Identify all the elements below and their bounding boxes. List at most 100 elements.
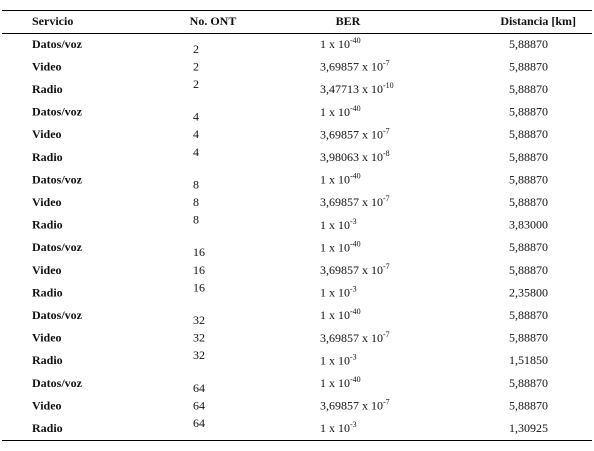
ber-exp: -3 [350, 217, 357, 226]
ber-exp: -10 [383, 81, 394, 90]
ber-base: 1 x 10 [320, 285, 350, 299]
ber-base: 1 x 10 [320, 240, 350, 254]
ont-count: 32 [193, 331, 205, 345]
distance: 5,88870 [509, 376, 548, 390]
ber-exp: -40 [350, 375, 361, 384]
ont-count: 4 [193, 145, 199, 159]
distance: 3,83000 [509, 218, 548, 232]
distance: 1,30925 [509, 421, 548, 435]
distance: 5,88870 [509, 331, 548, 345]
ber-exp: -3 [350, 352, 357, 361]
service: Radio [32, 218, 63, 232]
ber-base: 1 x 10 [320, 353, 350, 367]
distance: 5,88870 [509, 308, 548, 322]
ber-exp: -40 [350, 104, 361, 113]
service: Video [32, 331, 62, 345]
distance: 5,88870 [509, 195, 548, 209]
ber-base: 1 x 10 [320, 172, 350, 186]
ber: 3,69857 x 10-7 [320, 397, 390, 412]
ber-base: 1 x 10 [320, 218, 350, 232]
ber-exp: -8 [383, 149, 390, 158]
distance: 5,88870 [509, 263, 548, 277]
ont-count: 2 [193, 77, 199, 91]
ber: 3,98063 x 10-8 [320, 149, 390, 164]
distance: 5,88870 [509, 127, 548, 141]
ont-count: 32 [193, 348, 205, 362]
service: Datos/voz [32, 308, 83, 322]
ont-count: 64 [193, 381, 205, 395]
service: Radio [32, 353, 63, 367]
ber-exp: -40 [350, 171, 361, 180]
service: Video [32, 398, 62, 412]
ber-base: 3,69857 x 10 [320, 398, 383, 412]
ber: 3,47713 x 10-10 [320, 81, 394, 96]
distance: 5,88870 [509, 240, 548, 254]
service: Datos/voz [32, 240, 83, 254]
ber-base: 3,69857 x 10 [320, 195, 383, 209]
ber: 1 x 10-3 [320, 284, 357, 299]
ber-exp: -7 [383, 194, 390, 203]
service: Datos/voz [32, 37, 83, 51]
service: Radio [32, 285, 63, 299]
ber-exp: -40 [350, 239, 361, 248]
ber: 1 x 10-40 [320, 171, 361, 186]
ont-count: 8 [193, 177, 199, 191]
ber-base: 3,47713 x 10 [320, 82, 383, 96]
ber: 3,69857 x 10-7 [320, 194, 390, 209]
ber: 1 x 10-3 [320, 420, 357, 435]
ber-exp: -7 [383, 58, 390, 67]
ber: 1 x 10-40 [320, 239, 361, 254]
ber-exp: -7 [383, 126, 390, 135]
ont-count: 2 [193, 42, 199, 56]
distance: 5,88870 [509, 37, 548, 51]
ont-count: 16 [193, 245, 205, 259]
ont-count: 64 [193, 416, 205, 430]
service: Radio [32, 150, 63, 164]
ont-count: 16 [193, 263, 205, 277]
ber: 3,69857 x 10-7 [320, 58, 390, 73]
ber-base: 3,69857 x 10 [320, 263, 383, 277]
ber-exp: -40 [350, 307, 361, 316]
distance: 5,88870 [509, 82, 548, 96]
distance: 2,35800 [509, 285, 548, 299]
ber-base: 1 x 10 [320, 308, 350, 322]
ber-exp: -3 [350, 420, 357, 429]
ber: 1 x 10-40 [320, 375, 361, 390]
ber-exp: -3 [350, 284, 357, 293]
ber-exp: -40 [350, 36, 361, 45]
service: Video [32, 59, 62, 73]
ont-count: 32 [193, 313, 205, 327]
header-cell: Servicio [32, 14, 73, 28]
service: Radio [32, 421, 63, 435]
ont-count: 2 [193, 59, 199, 73]
ber: 1 x 10-3 [320, 352, 357, 367]
ont-count: 4 [193, 127, 199, 141]
ber: 3,69857 x 10-7 [320, 330, 390, 345]
ont-count: 4 [193, 110, 199, 124]
service: Datos/voz [32, 376, 83, 390]
ber-base: 1 x 10 [320, 376, 350, 390]
ber: 3,69857 x 10-7 [320, 262, 390, 277]
ber: 1 x 10-3 [320, 217, 357, 232]
service: Datos/voz [32, 105, 83, 119]
header-cell: BER [336, 14, 361, 28]
ont-count: 8 [193, 195, 199, 209]
ber-base: 3,98063 x 10 [320, 150, 383, 164]
distance: 5,88870 [509, 172, 548, 186]
ber-exp: -7 [383, 330, 390, 339]
distance: 5,88870 [509, 105, 548, 119]
distance: 5,88870 [509, 59, 548, 73]
distance: 1,51850 [509, 353, 548, 367]
ber-exp: -7 [383, 397, 390, 406]
ber-base: 3,69857 x 10 [320, 59, 383, 73]
distance: 5,88870 [509, 150, 548, 164]
header-cell: No. ONT [190, 14, 237, 28]
service: Video [32, 263, 62, 277]
ber-base: 1 x 10 [320, 421, 350, 435]
ont-count: 64 [193, 398, 205, 412]
ber: 3,69857 x 10-7 [320, 126, 390, 141]
ber-base: 3,69857 x 10 [320, 127, 383, 141]
ont-count: 16 [193, 280, 205, 294]
service: Datos/voz [32, 172, 83, 186]
